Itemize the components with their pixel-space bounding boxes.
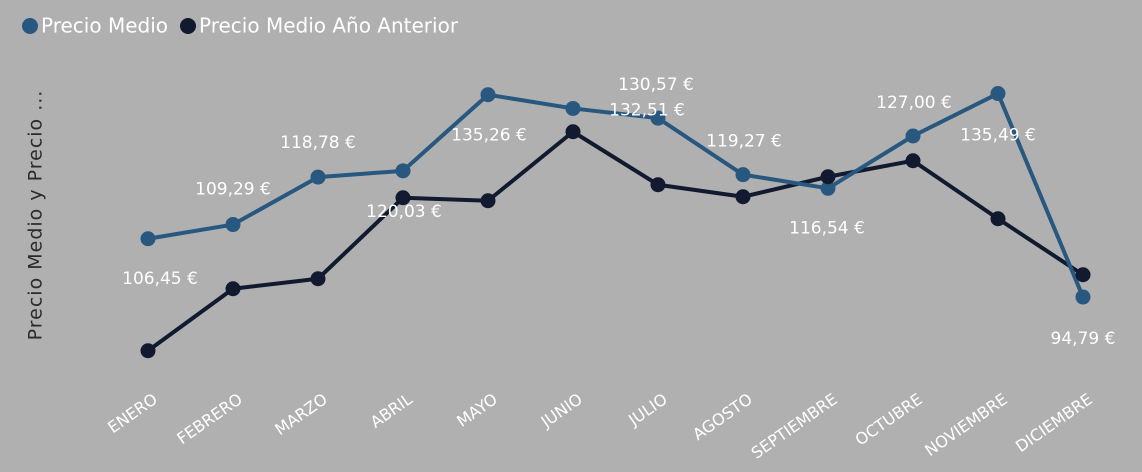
data-point: [650, 177, 666, 193]
data-point: [140, 231, 156, 247]
x-tick-label: JUNIO: [537, 389, 586, 431]
data-label: 132,51 €: [609, 100, 685, 120]
data-point: [140, 343, 156, 359]
data-point: [310, 169, 326, 185]
x-tick-label: OCTUBRE: [852, 389, 926, 449]
data-point: [565, 124, 581, 140]
x-tick-label: FEBRERO: [173, 389, 246, 448]
x-tick-label: DICIEMBRE: [1012, 389, 1096, 456]
data-label: 120,03 €: [366, 202, 442, 222]
data-point: [565, 100, 581, 116]
data-point: [905, 153, 921, 169]
data-point: [225, 217, 241, 233]
data-label: 116,54 €: [789, 218, 865, 238]
data-point: [820, 169, 836, 185]
data-label: 135,49 €: [960, 126, 1036, 146]
data-point: [225, 281, 241, 297]
data-label: 130,57 €: [618, 75, 694, 95]
x-tick-label: NOVIEMBRE: [921, 389, 1011, 460]
data-point: [735, 189, 751, 205]
data-label: 106,45 €: [122, 269, 198, 289]
data-point: [1075, 267, 1091, 283]
data-point: [990, 86, 1006, 102]
data-point: [735, 167, 751, 183]
x-tick-label: MARZO: [271, 389, 331, 439]
series-line: [146, 129, 1085, 353]
data-point: [480, 193, 496, 209]
data-label: 109,29 €: [195, 180, 271, 200]
data-point: [480, 87, 496, 103]
y-axis-title: Precio Medio y Precio ...: [25, 90, 47, 341]
data-label: 135,26 €: [451, 126, 527, 146]
data-point: [820, 180, 836, 196]
legend-marker: [22, 18, 38, 34]
data-point: [395, 190, 411, 206]
data-label: 118,78 €: [280, 133, 356, 153]
x-tick-label: ABRIL: [367, 389, 416, 431]
x-tick-label: SEPTIEMBRE: [748, 389, 841, 462]
legend-label: Precio Medio Año Anterior: [199, 14, 459, 38]
data-label: 94,79 €: [1051, 329, 1116, 349]
series-line: [147, 91, 1085, 298]
data-point: [395, 163, 411, 179]
data-label: 127,00 €: [876, 93, 952, 113]
x-tick-label: MAYO: [453, 389, 501, 430]
legend-marker: [180, 18, 196, 34]
x-tick-label: ENERO: [104, 389, 161, 437]
data-label: 119,27 €: [706, 132, 782, 152]
data-point: [310, 271, 326, 287]
legend-label: Precio Medio: [41, 14, 168, 38]
data-point: [905, 128, 921, 144]
data-point: [1075, 289, 1091, 305]
data-point: [990, 211, 1006, 227]
x-tick-label: JULIO: [624, 389, 671, 430]
x-tick-label: AGOSTO: [689, 389, 756, 444]
data-point: [650, 110, 666, 126]
